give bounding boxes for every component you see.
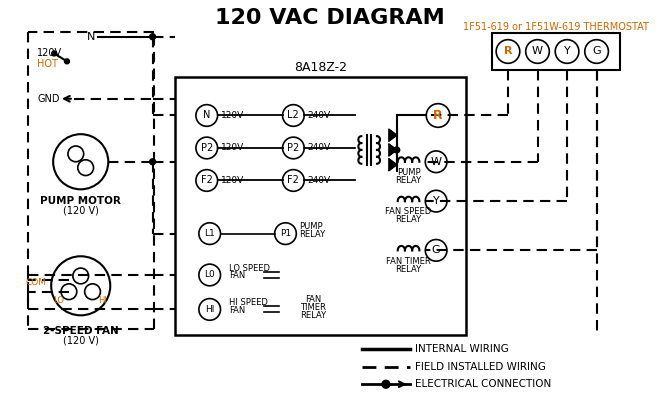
Text: RELAY: RELAY (299, 230, 326, 239)
Text: FAN: FAN (305, 295, 321, 304)
Text: LO: LO (54, 296, 64, 305)
Text: L0: L0 (204, 271, 215, 279)
Text: Y: Y (563, 47, 570, 57)
Text: FAN TIMER: FAN TIMER (386, 257, 431, 266)
Text: LO SPEED: LO SPEED (229, 264, 271, 273)
Text: PUMP: PUMP (299, 222, 323, 231)
Text: 120 VAC DIAGRAM: 120 VAC DIAGRAM (215, 8, 445, 28)
Circle shape (394, 147, 400, 153)
Text: L1: L1 (204, 229, 215, 238)
Text: F2: F2 (287, 176, 299, 186)
Text: 8A18Z-2: 8A18Z-2 (294, 61, 347, 74)
Text: FAN SPEED: FAN SPEED (385, 207, 431, 217)
Text: PUMP: PUMP (397, 168, 420, 177)
Text: HI: HI (98, 296, 107, 305)
Text: N: N (203, 111, 210, 121)
Text: INTERNAL WIRING: INTERNAL WIRING (415, 344, 509, 354)
Text: 120V: 120V (38, 49, 62, 59)
Text: 2-SPEED FAN: 2-SPEED FAN (43, 326, 119, 336)
Text: 120V: 120V (220, 111, 244, 120)
Text: TIMER: TIMER (300, 303, 326, 312)
Bar (492, 33, 620, 70)
Text: G: G (592, 47, 601, 57)
Text: (120 V): (120 V) (63, 336, 98, 346)
Text: Y: Y (433, 196, 440, 206)
Circle shape (149, 34, 155, 40)
Text: 1F51-619 or 1F51W-619 THERMOSTAT: 1F51-619 or 1F51W-619 THERMOSTAT (463, 22, 649, 32)
Text: RELAY: RELAY (395, 176, 421, 185)
Text: 240V: 240V (307, 143, 330, 153)
Bar (176, 77, 466, 335)
Text: 240V: 240V (307, 176, 330, 185)
Circle shape (64, 59, 70, 64)
Text: 120V: 120V (220, 143, 244, 153)
Text: 240V: 240V (307, 111, 330, 120)
Text: 120V: 120V (220, 176, 244, 185)
Text: PUMP MOTOR: PUMP MOTOR (40, 196, 121, 206)
Text: COM: COM (25, 278, 46, 287)
Text: R: R (504, 47, 513, 57)
Text: GND: GND (38, 94, 60, 104)
Text: FAN: FAN (229, 272, 246, 280)
Polygon shape (389, 144, 397, 156)
Polygon shape (389, 159, 397, 171)
Text: N: N (87, 32, 96, 42)
Circle shape (149, 159, 155, 165)
Text: F2: F2 (201, 176, 212, 186)
Text: W: W (431, 157, 442, 167)
Text: ELECTRICAL CONNECTION: ELECTRICAL CONNECTION (415, 379, 551, 389)
Text: FIELD INSTALLED WIRING: FIELD INSTALLED WIRING (415, 362, 546, 372)
Polygon shape (389, 129, 397, 141)
Text: G: G (431, 246, 440, 255)
Circle shape (52, 51, 56, 56)
Text: L2: L2 (287, 111, 299, 121)
Text: R: R (433, 109, 443, 122)
Text: P1: P1 (280, 229, 291, 238)
Text: RELAY: RELAY (395, 264, 421, 274)
Text: HI SPEED: HI SPEED (229, 298, 268, 307)
Text: RELAY: RELAY (300, 311, 326, 320)
Text: HOT: HOT (38, 59, 58, 69)
Text: HI: HI (205, 305, 214, 314)
Text: FAN: FAN (229, 306, 246, 315)
Text: P2: P2 (287, 143, 299, 153)
Text: W: W (532, 47, 543, 57)
Text: P2: P2 (200, 143, 213, 153)
Text: RELAY: RELAY (395, 215, 421, 224)
Circle shape (382, 380, 390, 388)
Text: (120 V): (120 V) (63, 206, 98, 216)
